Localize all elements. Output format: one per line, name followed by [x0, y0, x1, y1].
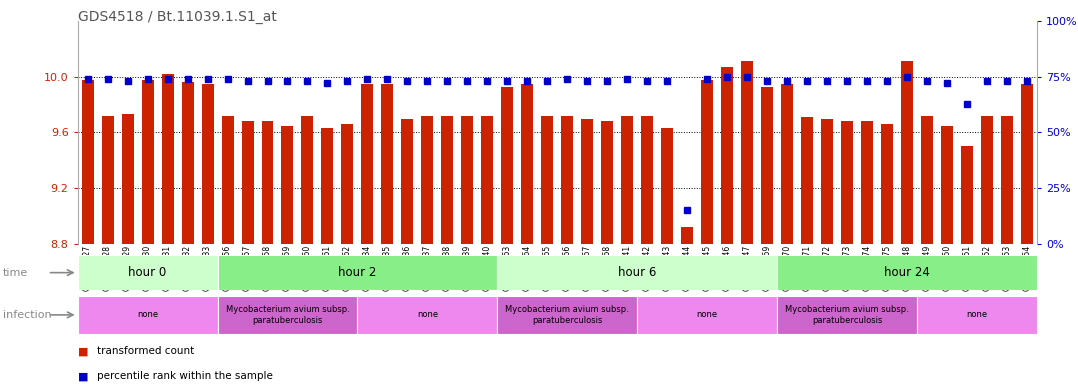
- Bar: [382, 84, 393, 244]
- Bar: [122, 114, 134, 244]
- Text: none: none: [967, 310, 987, 319]
- Text: Mycobacterium avium subsp.
paratuberculosis: Mycobacterium avium subsp. paratuberculo…: [506, 305, 630, 324]
- Bar: [401, 119, 414, 244]
- Bar: [702, 79, 714, 244]
- Bar: [218, 296, 358, 334]
- Bar: [101, 116, 113, 244]
- Bar: [681, 227, 693, 244]
- Bar: [361, 84, 373, 244]
- Bar: [637, 296, 777, 334]
- Text: GDS4518 / Bt.11039.1.S1_at: GDS4518 / Bt.11039.1.S1_at: [78, 10, 276, 23]
- Bar: [321, 128, 333, 244]
- Bar: [78, 255, 218, 290]
- Bar: [302, 116, 314, 244]
- Text: ■: ■: [78, 346, 88, 356]
- Bar: [441, 116, 454, 244]
- Bar: [522, 84, 534, 244]
- Bar: [621, 116, 633, 244]
- Bar: [581, 119, 593, 244]
- Bar: [1001, 116, 1013, 244]
- Bar: [342, 124, 354, 244]
- Text: none: none: [417, 310, 438, 319]
- Bar: [861, 121, 873, 244]
- Text: Mycobacterium avium subsp.
paratuberculosis: Mycobacterium avium subsp. paratuberculo…: [785, 305, 909, 324]
- Bar: [358, 296, 497, 334]
- Bar: [941, 126, 953, 244]
- Bar: [841, 121, 853, 244]
- Text: transformed count: transformed count: [97, 346, 194, 356]
- Bar: [921, 116, 934, 244]
- Bar: [917, 296, 1037, 334]
- Text: hour 6: hour 6: [618, 266, 657, 279]
- Bar: [821, 119, 833, 244]
- Bar: [497, 255, 777, 290]
- Bar: [777, 255, 1037, 290]
- Text: time: time: [3, 268, 28, 278]
- Text: hour 24: hour 24: [884, 266, 930, 279]
- Bar: [541, 116, 553, 244]
- Text: none: none: [696, 310, 718, 319]
- Text: hour 2: hour 2: [338, 266, 376, 279]
- Bar: [78, 296, 218, 334]
- Bar: [162, 74, 174, 244]
- Text: percentile rank within the sample: percentile rank within the sample: [97, 371, 273, 381]
- Bar: [241, 121, 253, 244]
- Bar: [497, 296, 637, 334]
- Bar: [482, 116, 494, 244]
- Bar: [782, 84, 793, 244]
- Bar: [501, 86, 513, 244]
- Bar: [141, 79, 153, 244]
- Bar: [661, 128, 674, 244]
- Bar: [761, 86, 773, 244]
- Bar: [262, 121, 274, 244]
- Bar: [777, 296, 917, 334]
- Bar: [901, 61, 913, 244]
- Bar: [742, 61, 754, 244]
- Text: ■: ■: [78, 371, 88, 381]
- Bar: [202, 84, 213, 244]
- Bar: [562, 116, 573, 244]
- Bar: [641, 116, 653, 244]
- Bar: [801, 117, 813, 244]
- Bar: [461, 116, 473, 244]
- Bar: [218, 255, 497, 290]
- Bar: [981, 116, 993, 244]
- Text: infection: infection: [3, 310, 52, 320]
- Bar: [281, 126, 293, 244]
- Text: hour 0: hour 0: [128, 266, 167, 279]
- Bar: [962, 146, 973, 244]
- Bar: [82, 79, 94, 244]
- Bar: [421, 116, 433, 244]
- Bar: [721, 67, 733, 244]
- Bar: [602, 121, 613, 244]
- Bar: [181, 83, 194, 244]
- Text: Mycobacterium avium subsp.
paratuberculosis: Mycobacterium avium subsp. paratuberculo…: [225, 305, 349, 324]
- Bar: [881, 124, 893, 244]
- Bar: [222, 116, 234, 244]
- Text: none: none: [137, 310, 158, 319]
- Bar: [1021, 84, 1033, 244]
